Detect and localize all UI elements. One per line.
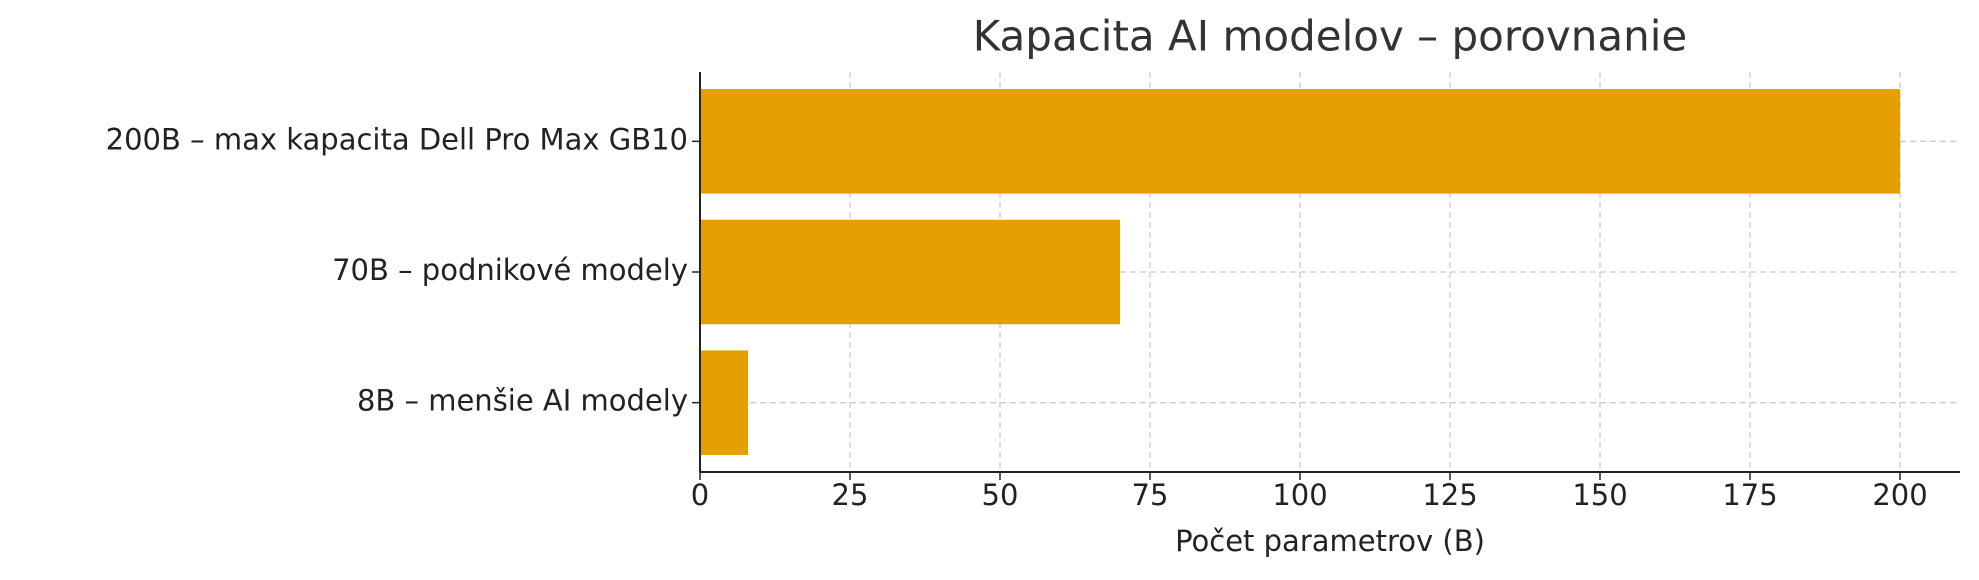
x-tick-label: 50	[982, 478, 1019, 512]
x-tick-label: 150	[1572, 478, 1627, 512]
x-tick-label: 25	[832, 478, 869, 512]
x-tick-label: 200	[1872, 478, 1927, 512]
chart-title: Kapacita AI modelov – porovnanie	[973, 12, 1688, 61]
y-tick-label: 70B – podnikové modely	[332, 253, 688, 287]
x-tick-label: 75	[1132, 478, 1169, 512]
y-tick-label: 200B – max kapacita Dell Pro Max GB10	[106, 122, 688, 156]
bar	[700, 219, 1120, 325]
x-tick-label: 100	[1272, 478, 1327, 512]
y-tick-label: 8B – menšie AI modely	[357, 384, 688, 418]
x-tick-label: 125	[1422, 478, 1477, 512]
bar	[700, 89, 1900, 194]
x-tick-label: 0	[691, 478, 709, 512]
x-axis-label: Počet parametrov (B)	[1175, 524, 1485, 558]
bar	[700, 350, 748, 455]
x-tick-label: 175	[1722, 478, 1777, 512]
